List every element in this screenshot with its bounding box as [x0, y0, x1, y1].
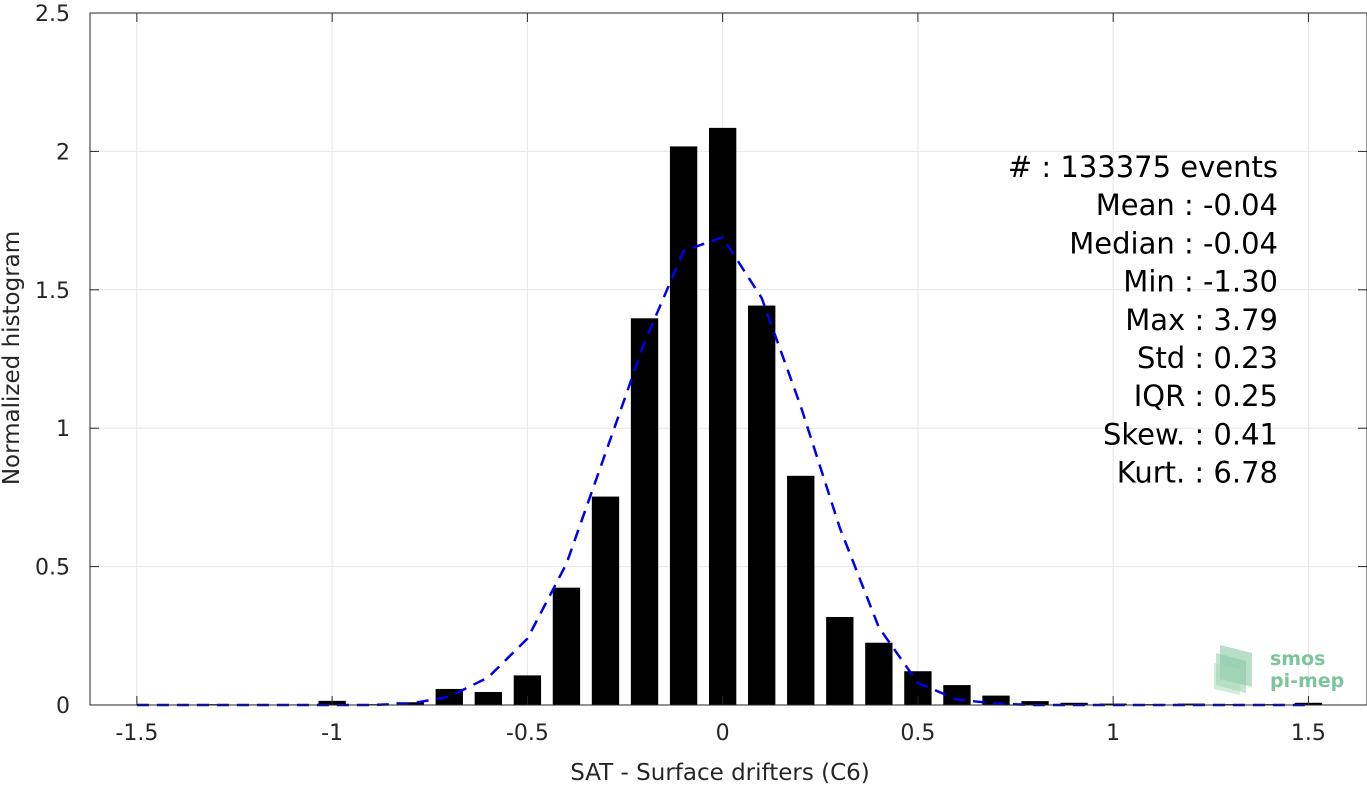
histogram-bar: [1021, 701, 1049, 705]
x-tick-label: -1.5: [115, 721, 158, 746]
histogram-bar: [982, 695, 1010, 705]
x-tick-label: 0.5: [900, 721, 935, 746]
y-tick-label: 2: [56, 140, 70, 165]
y-tick-label: 0: [56, 694, 70, 719]
stat-line: Mean : -0.04: [1096, 188, 1278, 222]
logo-text-smos: smos: [1270, 648, 1325, 670]
histogram-bar: [474, 691, 502, 705]
stat-line: # : 133375 events: [1008, 150, 1278, 184]
histogram-bar: [396, 702, 424, 705]
histogram-bar: [591, 496, 620, 705]
plot-frame: [89, 12, 1367, 706]
x-tick-label: 1: [1106, 721, 1120, 746]
histogram-bar: [669, 146, 698, 705]
stat-line: Min : -1.30: [1123, 265, 1278, 299]
histogram-bar: [630, 318, 659, 705]
y-tick-label: 0.5: [35, 556, 70, 581]
statistics-box: # : 133375 events Mean : -0.04 Median : -0…: [1008, 150, 1278, 490]
histogram-bar: [552, 587, 581, 705]
x-tick-label: -0.5: [506, 721, 549, 746]
histogram-bar: [708, 127, 737, 705]
axis-ticks: -1.5 -1 -0.5 0 0.5 1 1.5 0 0.5 1 1.5 2 2.5: [35, 2, 1367, 746]
stat-line: IQR : 0.25: [1134, 379, 1278, 413]
y-tick-label: 1: [56, 417, 70, 442]
y-tick-label: 1.5: [35, 279, 70, 304]
histogram-bar: [943, 685, 971, 705]
stat-line: Std : 0.23: [1137, 341, 1278, 375]
y-axis-title: Normalized histogram: [0, 231, 25, 485]
histogram-bars: [201, 127, 1323, 705]
x-tick-label: 1.5: [1291, 721, 1326, 746]
histogram-bar: [865, 642, 893, 705]
logo-mark-icon: [1214, 645, 1252, 695]
histogram-bar: [787, 475, 815, 705]
x-tick-label: -1: [321, 721, 343, 746]
histogram-bar: [1177, 703, 1205, 705]
histogram-bar: [748, 305, 776, 705]
logo-text-pimep: pi-mep: [1270, 670, 1344, 692]
smos-pimep-logo: smos pi-mep: [1214, 645, 1344, 695]
x-tick-label: 0: [716, 721, 730, 746]
x-axis-title: SAT - Surface drifters (C6): [570, 760, 870, 785]
histogram-bar: [826, 616, 854, 705]
stat-line: Kurt. : 6.78: [1117, 456, 1278, 490]
stat-line: Max : 3.79: [1125, 303, 1278, 337]
stat-line: Median : -0.04: [1069, 226, 1278, 260]
stat-line: Skew. : 0.41: [1103, 417, 1278, 451]
y-tick-label: 2.5: [35, 2, 70, 27]
